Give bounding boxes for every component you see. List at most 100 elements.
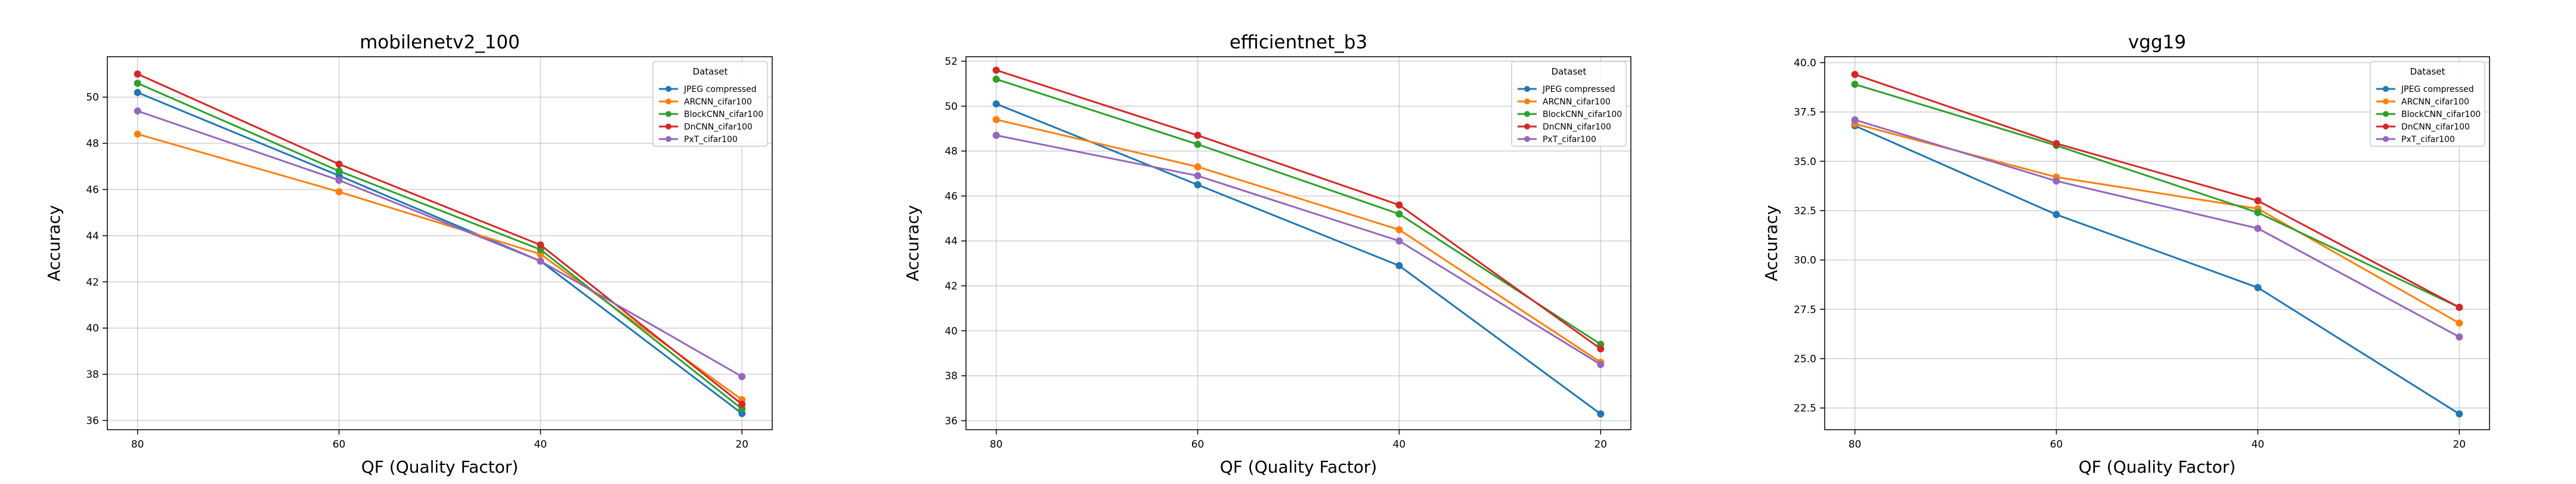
legend-title: Dataset [693, 66, 728, 77]
x-axis-label: QF (Quality Factor) [1220, 457, 1377, 477]
y-tick-label: 25.0 [1794, 353, 1816, 365]
data-point [537, 241, 544, 249]
legend: Dataset JPEG compressed ARCNN_cifar100 Bloc… [652, 61, 768, 147]
legend-title: Dataset [1552, 66, 1587, 77]
x-tick-label: 60 [2050, 439, 2063, 451]
y-tick-label: 38 [86, 369, 99, 381]
x-tick-label: 80 [1849, 439, 1862, 451]
legend-entry-label: ARCNN_cifar100 [684, 97, 752, 107]
y-tick-label: 50 [86, 92, 99, 104]
x-tick-label: 20 [1594, 439, 1607, 451]
data-point [1194, 172, 1202, 180]
series-line-1 [137, 133, 743, 400]
legend-swatch-marker [665, 86, 671, 92]
y-tick-label: 48 [86, 138, 99, 150]
x-axis-label: QF (Quality Factor) [361, 457, 519, 477]
data-point [134, 79, 141, 87]
data-point [992, 75, 1000, 83]
series-line-1 [996, 118, 1602, 363]
data-point [1597, 360, 1605, 368]
data-point [134, 130, 141, 138]
legend-swatch-marker [2383, 111, 2389, 117]
x-tick-label: 40 [2252, 439, 2265, 451]
data-point [134, 70, 141, 78]
legend-swatch-marker [1524, 124, 1530, 130]
y-axis-label: Accuracy [1761, 205, 1781, 282]
data-point [1194, 163, 1202, 171]
legend-swatch-marker [665, 124, 671, 130]
legend-entry-label: DnCNN_cifar100 [2401, 122, 2470, 132]
series-line-2 [137, 82, 743, 410]
data-point [134, 107, 141, 115]
data-point [1597, 345, 1605, 353]
y-tick-label: 36 [945, 415, 958, 427]
legend-entry-label: BlockCNN_cifar100 [684, 110, 763, 119]
x-tick-label: 60 [333, 439, 346, 451]
data-point [2254, 197, 2262, 205]
y-tick-label: 37.5 [1794, 107, 1816, 119]
y-tick-label: 27.5 [1794, 304, 1816, 316]
data-point [335, 177, 343, 184]
legend-swatch-marker [2383, 124, 2389, 130]
data-point [2254, 209, 2262, 217]
data-point [1395, 237, 1403, 245]
x-tick-label: 40 [1393, 439, 1406, 451]
data-point [2254, 224, 2262, 232]
legend-entry-label: ARCNN_cifar100 [2401, 97, 2469, 107]
legend-entry-label: DnCNN_cifar100 [1543, 122, 1611, 132]
data-point [1851, 70, 1859, 78]
legend-swatch-marker [1524, 136, 1530, 142]
series-line-0 [1854, 125, 2460, 415]
data-point [2052, 177, 2060, 185]
legend-swatch-marker [665, 111, 671, 117]
y-tick-label: 40.0 [1794, 57, 1816, 69]
legend-entry-label: BlockCNN_cifar100 [2401, 110, 2481, 119]
x-tick-label: 80 [131, 439, 144, 451]
y-tick-label: 52 [945, 56, 958, 68]
data-point [738, 372, 746, 380]
data-point [1597, 410, 1605, 418]
legend-swatch-marker [665, 98, 671, 104]
data-point [335, 167, 343, 175]
y-tick-label: 32.5 [1794, 205, 1816, 217]
y-tick-label: 35.0 [1794, 156, 1816, 168]
data-point [335, 188, 343, 196]
legend-entry-label: PxT_cifar100 [684, 135, 738, 144]
legend: Dataset JPEG compressed ARCNN_cifar100 Bloc… [2370, 61, 2485, 147]
y-tick-label: 30.0 [1794, 255, 1816, 267]
y-tick-label: 50 [945, 101, 958, 113]
data-point [992, 116, 1000, 124]
legend-swatch-marker [2383, 86, 2389, 92]
y-tick-label: 44 [86, 230, 99, 242]
chart-title: vgg19 [2128, 32, 2186, 53]
x-tick-label: 60 [1191, 439, 1205, 451]
legend-entry-label: PxT_cifar100 [1543, 135, 1596, 144]
series-line-0 [996, 103, 1602, 415]
data-point [335, 160, 343, 168]
data-point [1395, 201, 1403, 209]
series-line-2 [996, 78, 1602, 346]
series-line-0 [137, 91, 743, 415]
y-tick-label: 38 [945, 371, 958, 383]
series-line-3 [137, 73, 743, 405]
legend-swatch-marker [1524, 98, 1530, 104]
chart-title: efficientnet_b3 [1230, 32, 1367, 53]
data-point [2254, 283, 2262, 291]
axes-frame [965, 56, 1631, 430]
data-point [2456, 303, 2463, 311]
legend-box [1511, 61, 1627, 147]
chart-panel-1: 36 38 40 42 44 46 48 50 52 80 60 40 20 efficientnet_b… [903, 32, 1631, 477]
y-tick-label: 22.5 [1794, 403, 1816, 415]
legend-swatch-marker [1524, 86, 1530, 92]
chart-panel-2: 22.5 25.0 27.5 30.0 32.5 35.0 37.5 40.0 80 60 40 20… [1761, 32, 2490, 477]
data-point [1395, 210, 1403, 218]
y-tick-label: 46 [945, 190, 958, 202]
data-point [537, 257, 544, 265]
legend-swatch-marker [665, 136, 671, 142]
chart-title: mobilenetv2_100 [360, 32, 520, 53]
legend: Dataset JPEG compressed ARCNN_cifar100 Bloc… [1511, 61, 1627, 147]
data-point [134, 88, 141, 96]
data-point [992, 131, 1000, 139]
data-point [1851, 116, 1859, 124]
series-line-3 [996, 69, 1602, 350]
